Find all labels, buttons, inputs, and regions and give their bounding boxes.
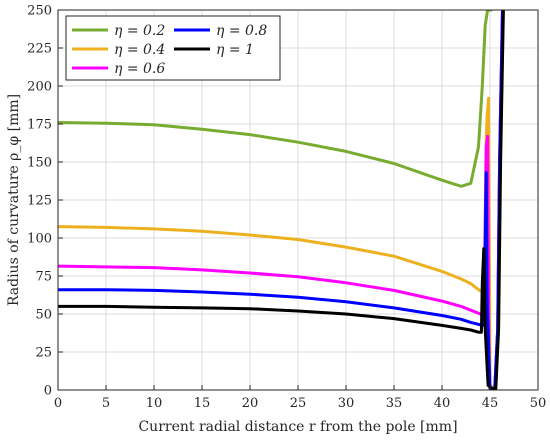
y-tick-label: 250 bbox=[27, 4, 52, 19]
x-axis-title: Current radial distance r from the pole … bbox=[138, 419, 457, 435]
y-tick-label: 75 bbox=[35, 270, 52, 285]
x-tick-label: 15 bbox=[194, 396, 211, 411]
legend-label-5: η = 1 bbox=[216, 42, 254, 58]
x-tick-label: 35 bbox=[386, 396, 403, 411]
legend-label-1: η = 0.2 bbox=[114, 23, 165, 39]
series-line-1 bbox=[58, 10, 493, 188]
y-tick-label: 200 bbox=[27, 80, 52, 95]
y-tick-label: 125 bbox=[27, 194, 52, 209]
y-axis-title: Radius of curvature ρ_φ [mm] bbox=[6, 94, 22, 306]
x-tick-label: 50 bbox=[530, 396, 547, 411]
legend-label-2: η = 0.4 bbox=[114, 42, 165, 58]
legend: η = 0.2 η = 0.4 η = 0.6 η = 0.8 η = 1 bbox=[65, 15, 281, 81]
x-tick-label: 30 bbox=[338, 396, 355, 411]
y-tick-label: 0 bbox=[44, 384, 52, 399]
series-line-5 bbox=[58, 10, 505, 390]
y-tick-label: 225 bbox=[27, 42, 52, 57]
x-tick-label: 5 bbox=[102, 396, 110, 411]
axes: 0 5 10 15 20 25 30 35 40 45 50 0 25 50 75 100 125 150 175 2… bbox=[27, 4, 546, 412]
x-tick-label: 10 bbox=[146, 396, 163, 411]
x-tick-label: 40 bbox=[434, 396, 451, 411]
series-group bbox=[58, 10, 505, 390]
y-tick-label: 100 bbox=[27, 232, 52, 247]
y-tick-label: 25 bbox=[35, 346, 52, 361]
y-tick-label: 150 bbox=[27, 156, 52, 171]
legend-label-4: η = 0.8 bbox=[216, 23, 267, 39]
x-tick-label: 0 bbox=[54, 396, 62, 411]
x-tick-label: 20 bbox=[242, 396, 259, 411]
y-tick-label: 50 bbox=[35, 308, 52, 323]
y-tick-label: 175 bbox=[27, 118, 52, 133]
legend-label-3: η = 0.6 bbox=[114, 61, 165, 77]
x-tick-label: 25 bbox=[290, 396, 307, 411]
x-tick-label: 45 bbox=[482, 396, 499, 411]
